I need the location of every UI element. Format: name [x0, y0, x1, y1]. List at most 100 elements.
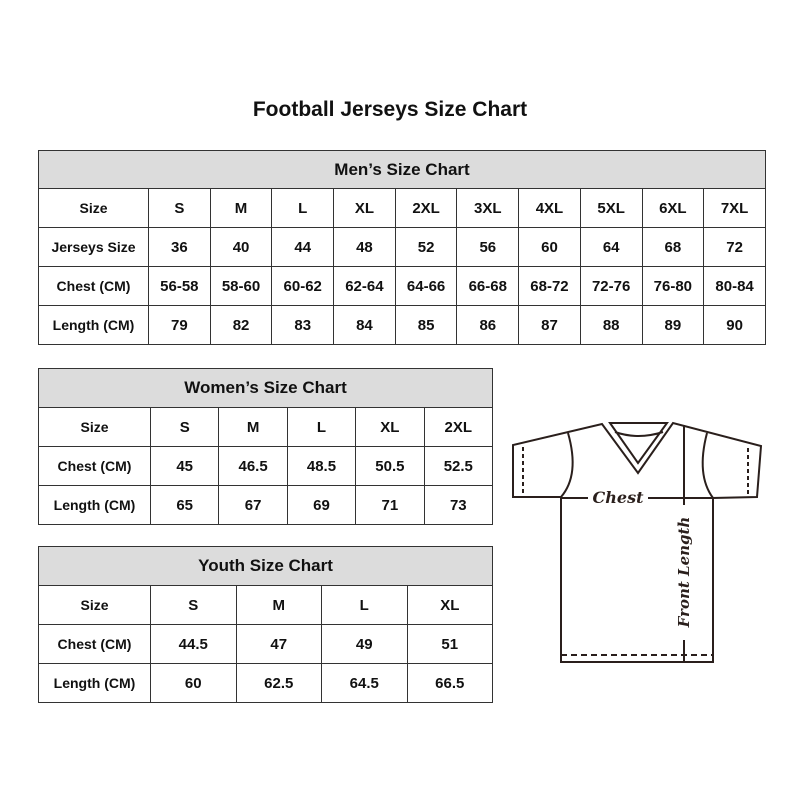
table-cell: L	[286, 407, 357, 447]
table-row: Size S M L XL 2XL	[38, 407, 494, 447]
table-cell: 40	[209, 227, 273, 267]
table-cell: 4XL	[518, 188, 581, 228]
table-cell: 72	[703, 227, 766, 267]
table-cell: 2XL	[394, 188, 458, 228]
row-label: Chest (CM)	[38, 266, 149, 306]
women-table-heading: Women’s Size Chart	[37, 368, 494, 408]
table-cell: 52	[394, 227, 458, 267]
table-row: Length (CM) 79 82 83 84 85 86 87 88 89 90	[38, 305, 766, 345]
sleeve-seam-left	[560, 432, 574, 498]
table-cell: S	[148, 188, 211, 228]
table-cell: 66.5	[406, 663, 494, 703]
table-cell: 49	[321, 624, 408, 664]
mens-size-table: Men’s Size Chart Size S M L XL 2XL 3XL 4XL 5XL 6XL…	[38, 150, 766, 345]
row-label: Length (CM)	[38, 305, 149, 345]
table-cell: M	[235, 585, 322, 625]
table-cell: 46.5	[218, 446, 288, 486]
womens-size-table: Women’s Size Chart Size S M L XL 2XL Chest (CM)…	[37, 368, 494, 525]
table-cell: 88	[579, 305, 643, 345]
table-cell: 36	[148, 227, 211, 267]
table-cell: 76-80	[641, 266, 705, 306]
table-cell: 62.5	[235, 663, 322, 703]
table-cell: 79	[148, 305, 211, 345]
table-row: Size S M L XL 2XL 3XL 4XL 5XL 6XL 7XL	[38, 188, 766, 228]
collar-inner	[608, 422, 669, 465]
table-cell: 48	[333, 227, 396, 267]
table-cell: M	[209, 188, 273, 228]
table-cell: 44.5	[150, 624, 237, 664]
chest-label: Chest	[593, 488, 645, 507]
table-cell: 90	[703, 305, 766, 345]
jersey-measurement-diagram: Chest Front Length	[512, 421, 763, 663]
table-cell: XL	[355, 407, 425, 447]
table-cell: 82	[209, 305, 273, 345]
table-cell: 68	[641, 227, 705, 267]
row-label: Length (CM)	[38, 663, 151, 703]
row-label: Size	[38, 188, 149, 228]
table-cell: 48.5	[286, 446, 357, 486]
table-cell: 5XL	[579, 188, 643, 228]
row-label: Jerseys Size	[38, 227, 149, 267]
table-cell: S	[150, 585, 237, 625]
table-row: Length (CM) 60 62.5 64.5 66.5	[38, 663, 494, 703]
table-cell: 60	[518, 227, 581, 267]
table-cell: 64-66	[394, 266, 458, 306]
table-cell: 7XL	[703, 188, 766, 228]
table-cell: 45	[149, 446, 220, 486]
table-cell: S	[149, 407, 220, 447]
table-cell: 85	[394, 305, 458, 345]
table-cell: 87	[518, 305, 581, 345]
table-cell: 69	[286, 485, 357, 525]
table-cell: L	[321, 585, 408, 625]
table-cell: 62-64	[333, 266, 396, 306]
front-length-label: Front Length	[675, 517, 693, 629]
table-cell: 65	[149, 485, 220, 525]
table-cell: M	[218, 407, 288, 447]
table-cell: L	[271, 188, 335, 228]
youth-size-table: Youth Size Chart Size S M L XL Chest (CM) 44.5 4…	[37, 546, 494, 703]
table-cell: 51	[406, 624, 494, 664]
men-table-heading: Men’s Size Chart	[38, 150, 766, 189]
table-row: Length (CM) 65 67 69 71 73	[38, 485, 494, 525]
table-cell: 50.5	[355, 446, 425, 486]
table-cell: 64.5	[321, 663, 408, 703]
row-label: Chest (CM)	[38, 624, 151, 664]
table-cell: 47	[235, 624, 322, 664]
table-cell: 6XL	[641, 188, 705, 228]
table-cell: 2XL	[423, 407, 494, 447]
table-row: Chest (CM) 56-58 58-60 60-62 62-64 64-66 66-68…	[38, 266, 766, 306]
sleeve-seam-right	[701, 432, 714, 499]
table-cell: 89	[641, 305, 705, 345]
table-cell: 60	[150, 663, 237, 703]
youth-table-heading: Youth Size Chart	[37, 546, 494, 586]
table-cell: 67	[218, 485, 288, 525]
table-cell: 52.5	[423, 446, 494, 486]
table-row: Chest (CM) 44.5 47 49 51	[38, 624, 494, 664]
row-label: Chest (CM)	[38, 446, 151, 486]
table-cell: 56-58	[148, 266, 211, 306]
row-label: Size	[38, 585, 151, 625]
table-cell: 64	[579, 227, 643, 267]
table-cell: 3XL	[456, 188, 520, 228]
table-cell: 68-72	[518, 266, 581, 306]
page-title: Football Jerseys Size Chart	[252, 98, 528, 121]
table-row: Size S M L XL	[38, 585, 494, 625]
table-cell: 73	[423, 485, 494, 525]
row-label: Length (CM)	[38, 485, 151, 525]
table-cell: 84	[333, 305, 396, 345]
jersey-outline	[512, 421, 763, 663]
table-cell: 83	[271, 305, 335, 345]
table-cell: 72-76	[579, 266, 643, 306]
table-cell: 66-68	[456, 266, 520, 306]
table-cell: 58-60	[209, 266, 273, 306]
table-cell: 56	[456, 227, 520, 267]
table-row: Chest (CM) 45 46.5 48.5 50.5 52.5	[38, 446, 494, 486]
row-label: Size	[38, 407, 151, 447]
table-cell: XL	[406, 585, 494, 625]
table-cell: 86	[456, 305, 520, 345]
table-cell: 71	[355, 485, 425, 525]
table-cell: 44	[271, 227, 335, 267]
table-cell: 60-62	[271, 266, 335, 306]
table-row: Jerseys Size 36 40 44 48 52 56 60 64 68 72	[38, 227, 766, 267]
table-cell: 80-84	[703, 266, 766, 306]
